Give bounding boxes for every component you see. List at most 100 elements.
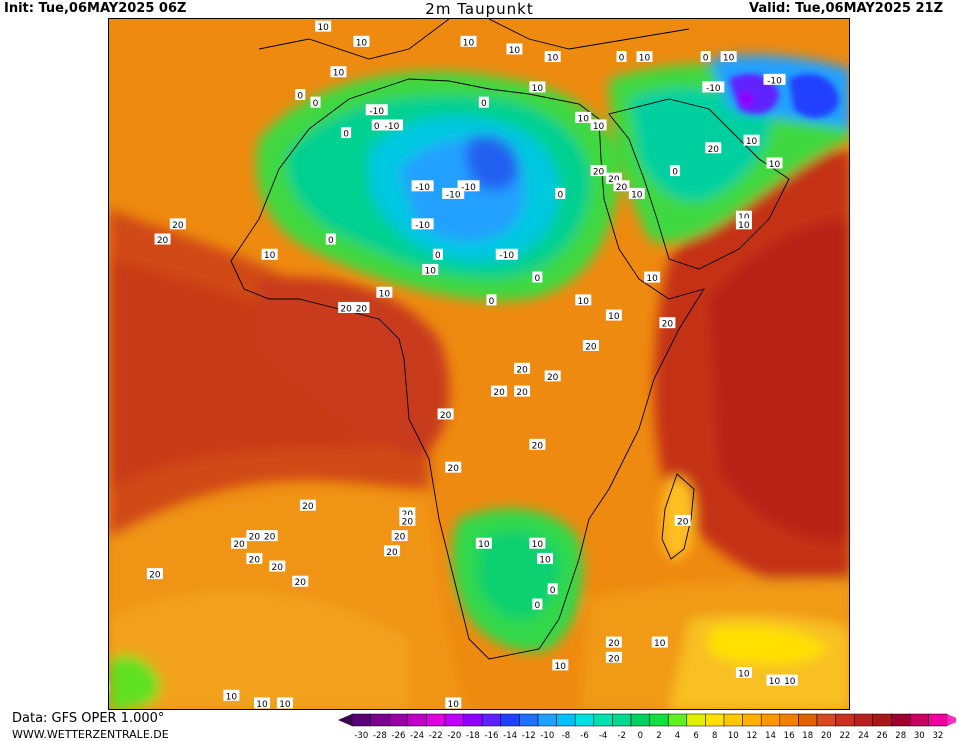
legend-swatch bbox=[705, 713, 725, 727]
contour-label: 20 bbox=[659, 317, 676, 330]
svg-text:20: 20 bbox=[440, 411, 452, 421]
legend-swatch bbox=[909, 713, 929, 727]
legend-swatch bbox=[667, 713, 688, 727]
contour-label: 0 bbox=[371, 119, 382, 132]
legend-swatch bbox=[574, 713, 595, 727]
svg-text:20: 20 bbox=[302, 502, 314, 512]
contour-label: 20 bbox=[399, 514, 416, 527]
legend-tick-label: 8 bbox=[712, 731, 717, 740]
svg-text:0: 0 bbox=[297, 92, 303, 102]
legend-swatch bbox=[519, 713, 539, 727]
svg-text:0: 0 bbox=[328, 236, 334, 246]
contour-label: 10 bbox=[636, 51, 653, 64]
contour-label: 20 bbox=[246, 530, 263, 543]
madagascar-coastline bbox=[661, 473, 695, 560]
contour-label: 20 bbox=[269, 560, 286, 573]
legend-swatch bbox=[407, 713, 427, 727]
init-time: Init: Tue,06MAY2025 06Z bbox=[4, 1, 187, 16]
svg-text:10: 10 bbox=[738, 213, 750, 223]
svg-text:0: 0 bbox=[343, 130, 349, 140]
svg-text:0: 0 bbox=[535, 601, 541, 611]
legend-swatch bbox=[798, 713, 818, 727]
contour-label: 0 bbox=[532, 271, 543, 284]
svg-text:20: 20 bbox=[608, 175, 620, 185]
svg-text:20: 20 bbox=[149, 571, 161, 581]
svg-text:10: 10 bbox=[639, 54, 651, 64]
contour-label: -10 bbox=[411, 218, 434, 231]
contour-label: -10 bbox=[763, 73, 786, 86]
contour-label: 20 bbox=[605, 636, 622, 649]
legend-swatch bbox=[928, 713, 948, 727]
contour-label: 10 bbox=[781, 674, 798, 687]
svg-text:10: 10 bbox=[264, 251, 276, 261]
svg-text:20: 20 bbox=[356, 304, 368, 314]
svg-text:20: 20 bbox=[616, 183, 628, 193]
contour-label: 20 bbox=[674, 514, 691, 527]
svg-text:10: 10 bbox=[448, 700, 460, 710]
svg-text:10: 10 bbox=[578, 114, 590, 124]
contour-label: 10 bbox=[735, 210, 752, 223]
contour-label: 0 bbox=[532, 598, 543, 611]
svg-text:0: 0 bbox=[481, 99, 487, 109]
legend-tick-label: 24 bbox=[858, 731, 869, 740]
svg-text:0: 0 bbox=[550, 586, 556, 596]
contour-label: 10 bbox=[590, 119, 607, 132]
legend-tick-label: 4 bbox=[675, 731, 680, 740]
contour-label: 10 bbox=[651, 636, 668, 649]
legend-tick-label: 2 bbox=[656, 731, 661, 740]
contour-label: -10 bbox=[442, 187, 465, 200]
legend-tick-label: -2 bbox=[617, 731, 625, 740]
contour-label: 20 bbox=[590, 165, 607, 178]
svg-text:-10: -10 bbox=[461, 183, 476, 193]
contour-label: 10 bbox=[460, 35, 477, 48]
contour-label: 20 bbox=[391, 530, 408, 543]
svg-text:-10: -10 bbox=[446, 190, 461, 200]
contour-label: 10 bbox=[529, 537, 546, 550]
contour-label: 0 bbox=[310, 96, 321, 109]
contour-label: 20 bbox=[613, 180, 630, 193]
svg-text:0: 0 bbox=[374, 122, 380, 132]
svg-text:20: 20 bbox=[516, 388, 528, 398]
contour-label: 20 bbox=[353, 301, 370, 314]
svg-text:-10: -10 bbox=[385, 122, 400, 132]
dewpoint-shading bbox=[109, 54, 849, 709]
svg-text:10: 10 bbox=[509, 46, 521, 56]
contour-label: 20 bbox=[514, 362, 531, 375]
legend-tick-label: 16 bbox=[784, 731, 795, 740]
legend-swatch bbox=[779, 713, 799, 727]
legend-swatch bbox=[612, 713, 632, 727]
dewpoint-map: 10 10 10 10 10 0 10 0 10 -10 -10 10 0 0 -10 0 -10 0 0 10 10 1… bbox=[108, 18, 850, 710]
contour-label: 10 bbox=[575, 294, 592, 307]
contour-label: -10 bbox=[411, 180, 434, 193]
contour-label: 10 bbox=[605, 309, 622, 322]
contour-label: 20 bbox=[231, 537, 248, 550]
contour-label: 20 bbox=[246, 552, 263, 565]
svg-text:20: 20 bbox=[249, 533, 261, 543]
svg-text:10: 10 bbox=[746, 137, 758, 147]
legend-swatch bbox=[556, 713, 576, 727]
contour-label: -10 bbox=[381, 119, 404, 132]
svg-text:20: 20 bbox=[249, 555, 261, 565]
svg-text:20: 20 bbox=[402, 510, 414, 520]
contour-label: 10 bbox=[261, 248, 278, 261]
legend-tick-label: 10 bbox=[728, 731, 739, 740]
africa-coastline bbox=[230, 78, 706, 660]
svg-text:0: 0 bbox=[557, 190, 563, 200]
svg-text:0: 0 bbox=[619, 54, 625, 64]
legend-tick-label: -12 bbox=[522, 731, 536, 740]
contour-label: 20 bbox=[582, 339, 599, 352]
europe-coastline bbox=[258, 19, 690, 60]
contour-label: 20 bbox=[399, 507, 416, 520]
legend-tick-label: -10 bbox=[540, 731, 554, 740]
contour-label: 0 bbox=[295, 89, 306, 102]
legend-swatch bbox=[444, 713, 464, 727]
legend-tick-label: -8 bbox=[562, 731, 570, 740]
contour-label: 20 bbox=[146, 568, 163, 581]
contour-label: -10 bbox=[702, 81, 725, 94]
arabia-coastline bbox=[608, 98, 790, 270]
svg-text:10: 10 bbox=[608, 312, 620, 322]
contour-label: 10 bbox=[644, 271, 661, 284]
contour-label: 0 bbox=[555, 187, 566, 200]
svg-text:20: 20 bbox=[516, 365, 528, 375]
svg-text:10: 10 bbox=[279, 700, 291, 710]
